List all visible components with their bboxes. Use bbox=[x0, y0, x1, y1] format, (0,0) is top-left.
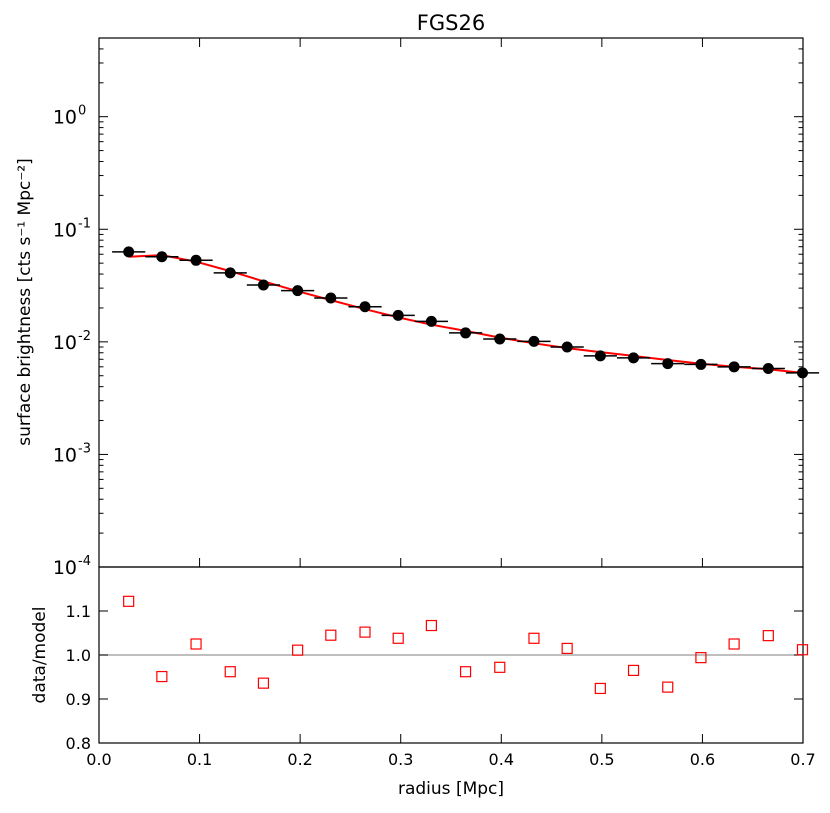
data-point bbox=[156, 251, 168, 263]
ratio-marker bbox=[627, 664, 640, 677]
ratio-marker bbox=[123, 595, 135, 607]
x-tick-label: 0.0 bbox=[86, 750, 111, 769]
data-point bbox=[123, 246, 135, 258]
ratio-marker bbox=[292, 644, 304, 656]
y-axis-label-bottom: data/model bbox=[30, 607, 50, 704]
x-axis-label: radius [Mpc] bbox=[398, 779, 504, 799]
data-point bbox=[796, 367, 808, 379]
data-point bbox=[224, 267, 236, 279]
x-tick-label: 0.3 bbox=[388, 750, 413, 769]
data-point bbox=[257, 279, 269, 291]
data-point bbox=[695, 358, 707, 370]
y-tick-label: 10 bbox=[53, 444, 77, 466]
ratio-marker bbox=[392, 632, 404, 644]
y-tick-label: 10 bbox=[53, 107, 77, 129]
data-point bbox=[662, 358, 674, 370]
data-point bbox=[359, 301, 371, 313]
y-tick-exponent: -4 bbox=[78, 554, 91, 569]
ratio-marker bbox=[695, 652, 707, 664]
data-point bbox=[325, 292, 337, 304]
ratio-marker bbox=[359, 626, 371, 638]
x-tick-label: 0.4 bbox=[489, 750, 514, 769]
ratio-marker bbox=[156, 670, 168, 683]
ratio-marker bbox=[561, 642, 573, 655]
data-point bbox=[392, 309, 404, 321]
data-point bbox=[425, 315, 437, 327]
ratio-marker bbox=[190, 638, 202, 650]
ratio-marker bbox=[762, 630, 774, 642]
x-tick-label: 0.7 bbox=[790, 750, 815, 769]
data-point bbox=[728, 361, 740, 373]
ratio-marker bbox=[796, 644, 809, 656]
y-tick-label: 0.8 bbox=[66, 734, 91, 753]
ratio-marker bbox=[528, 632, 540, 644]
x-tick-label: 0.6 bbox=[690, 750, 715, 769]
x-tick-label: 0.5 bbox=[589, 750, 614, 769]
chart-title: FGS26 bbox=[417, 11, 485, 35]
y-tick-label: 10 bbox=[53, 557, 77, 579]
x-tick-label: 0.1 bbox=[187, 750, 212, 769]
y-tick-label: 10 bbox=[53, 332, 77, 354]
data-point bbox=[594, 350, 606, 362]
ratio-marker bbox=[325, 629, 337, 641]
y-tick-label: 1.0 bbox=[66, 646, 91, 665]
ratio-marker bbox=[459, 666, 472, 678]
y-tick-label: 1.1 bbox=[66, 602, 91, 621]
bottom-panel: 0.8 0.9 1.0 1.1 0.0 0.1 0.2 0.3 0.4 0.5 0.6 0.7 bbox=[66, 566, 816, 769]
y-tick-label: 0.9 bbox=[66, 690, 91, 709]
data-point bbox=[494, 333, 506, 345]
ratio-marker bbox=[425, 619, 437, 632]
y-tick-exponent: -3 bbox=[78, 441, 91, 456]
data-point bbox=[292, 285, 304, 297]
y-axis-label-top: surface brightness [cts s⁻¹ Mpc⁻²] bbox=[15, 158, 35, 446]
data-point bbox=[762, 362, 774, 374]
ratio-marker bbox=[662, 681, 674, 693]
data-point bbox=[628, 352, 640, 364]
ratio-marker bbox=[257, 677, 270, 689]
ratio-marker bbox=[224, 666, 236, 678]
y-tick-exponent: -1 bbox=[78, 216, 91, 231]
ratio-marker bbox=[594, 682, 606, 695]
data-point bbox=[528, 335, 540, 347]
ratio-marker bbox=[494, 661, 506, 673]
data-point bbox=[460, 327, 472, 339]
y-tick-label: 10 bbox=[53, 219, 77, 241]
y-tick-exponent: -2 bbox=[78, 329, 91, 344]
y-tick-exponent: 0 bbox=[78, 104, 86, 119]
data-point bbox=[190, 254, 202, 266]
x-tick-label: 0.2 bbox=[287, 750, 312, 769]
data-point bbox=[561, 341, 573, 353]
ratio-marker bbox=[728, 638, 740, 650]
